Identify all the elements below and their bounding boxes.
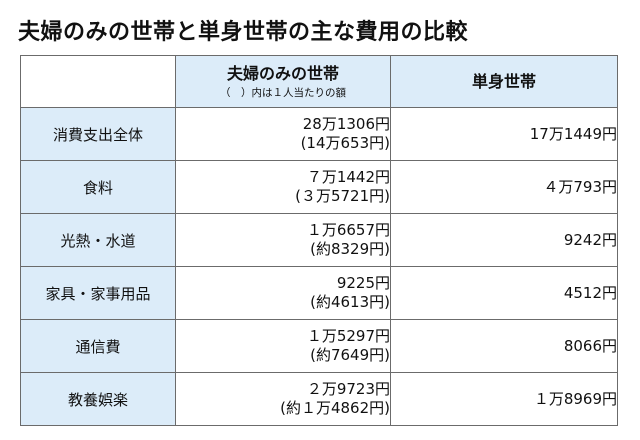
header-corner-cell bbox=[20, 55, 176, 108]
couple-per-person: (14万653円) bbox=[300, 134, 390, 152]
row-label: 消費支出全体 bbox=[20, 107, 176, 161]
table-row: 家具・家事用品 9225円 (約4613円) 4512円 bbox=[20, 266, 618, 320]
row-label: 食料 bbox=[20, 160, 176, 214]
single-cell: 9242円 bbox=[390, 213, 618, 267]
single-cell: 17万1449円 bbox=[390, 107, 618, 161]
header-couple-cell: 夫婦のみの世帯 （ ）内は１人当たりの額 bbox=[175, 55, 391, 108]
couple-per-person: (約7649円) bbox=[310, 346, 390, 364]
page-title: 夫婦のみの世帯と単身世帯の主な費用の比較 bbox=[18, 20, 469, 45]
couple-total: 9225円 bbox=[336, 274, 390, 292]
couple-cell: 9225円 (約4613円) bbox=[175, 266, 391, 320]
table-row: 光熱・水道 １万6657円 (約8329円) 9242円 bbox=[20, 213, 618, 267]
couple-per-person: (約１万4862円) bbox=[280, 399, 390, 417]
table-row: 通信費 １万5297円 (約7649円) 8066円 bbox=[20, 319, 618, 373]
couple-per-person: (約4613円) bbox=[310, 293, 390, 311]
row-label: 光熱・水道 bbox=[20, 213, 176, 267]
single-cell: ４万793円 bbox=[390, 160, 618, 214]
couple-cell: １万6657円 (約8329円) bbox=[175, 213, 391, 267]
couple-cell: 28万1306円 (14万653円) bbox=[175, 107, 391, 161]
couple-total: 28万1306円 bbox=[302, 115, 390, 133]
row-label: 通信費 bbox=[20, 319, 176, 373]
comparison-table: 夫婦のみの世帯 （ ）内は１人当たりの額 単身世帯 消費支出全体 28万1306… bbox=[20, 55, 618, 426]
single-cell: １万8969円 bbox=[390, 372, 618, 426]
header-single-cell: 単身世帯 bbox=[390, 55, 618, 108]
table-row: 消費支出全体 28万1306円 (14万653円) 17万1449円 bbox=[20, 107, 618, 161]
couple-total: ７万1442円 bbox=[306, 168, 390, 186]
couple-total: １万6657円 bbox=[306, 221, 390, 239]
table-row: 教養娯楽 ２万9723円 (約１万4862円) １万8969円 bbox=[20, 372, 618, 426]
couple-cell: ２万9723円 (約１万4862円) bbox=[175, 372, 391, 426]
table-row: 食料 ７万1442円 (３万5721円) ４万793円 bbox=[20, 160, 618, 214]
couple-cell: ７万1442円 (３万5721円) bbox=[175, 160, 391, 214]
table-header-row: 夫婦のみの世帯 （ ）内は１人当たりの額 単身世帯 bbox=[20, 55, 618, 108]
header-single-label: 単身世帯 bbox=[471, 71, 536, 91]
couple-cell: １万5297円 (約7649円) bbox=[175, 319, 391, 373]
couple-total: １万5297円 bbox=[306, 327, 390, 345]
header-couple-note: （ ）内は１人当たりの額 bbox=[220, 86, 346, 99]
header-couple-label: 夫婦のみの世帯 bbox=[226, 63, 339, 83]
couple-total: ２万9723円 bbox=[306, 380, 390, 398]
single-cell: 8066円 bbox=[390, 319, 618, 373]
row-label: 家具・家事用品 bbox=[20, 266, 176, 320]
single-cell: 4512円 bbox=[390, 266, 618, 320]
row-label: 教養娯楽 bbox=[20, 372, 176, 426]
couple-per-person: (３万5721円) bbox=[295, 187, 390, 205]
couple-per-person: (約8329円) bbox=[310, 240, 390, 258]
